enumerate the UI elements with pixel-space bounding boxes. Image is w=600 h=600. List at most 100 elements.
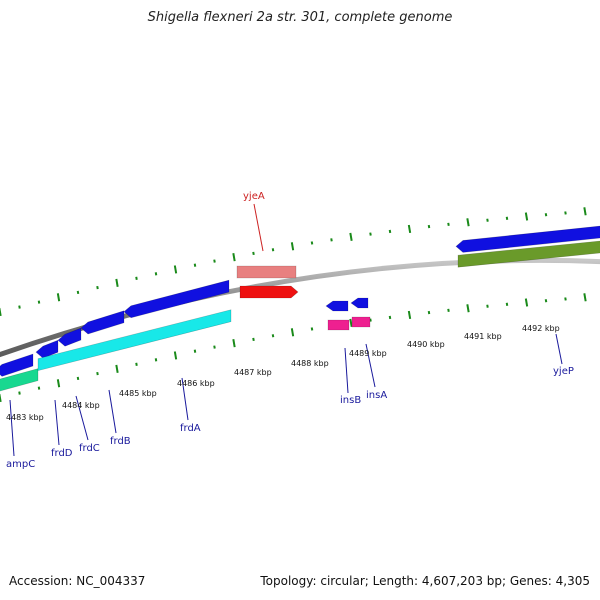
scale-label: 4492 kbp xyxy=(522,324,560,333)
inner-tick xyxy=(37,386,41,390)
label-leaders xyxy=(9,203,563,457)
gene-label-frdA: frdA xyxy=(180,423,201,434)
outer-tick xyxy=(76,290,80,295)
inner-tick xyxy=(232,339,236,348)
scale-label: 4486 kbp xyxy=(177,379,215,388)
genome-backbone xyxy=(0,257,600,358)
inner-tick xyxy=(310,327,314,331)
genome-summary: Topology: circular; Length: 4,607,203 bp… xyxy=(260,574,590,588)
leader-line xyxy=(108,389,117,434)
inner-tick xyxy=(466,304,470,313)
outer-tick xyxy=(115,278,119,288)
gene-label-insA: insA xyxy=(366,390,387,401)
inner-tick xyxy=(18,391,21,395)
inner-tick xyxy=(388,315,392,320)
cds-arrow xyxy=(57,327,82,347)
scale-label: 4484 kbp xyxy=(62,401,100,410)
inner-tick xyxy=(564,297,567,301)
inner-tick xyxy=(135,362,138,366)
inner-tick xyxy=(56,379,61,388)
cds-arrow xyxy=(123,279,230,319)
inner-tick xyxy=(505,302,509,306)
inner-tick xyxy=(290,328,295,337)
leader-line xyxy=(9,399,15,457)
outer-tick xyxy=(505,216,509,220)
cds-arrow xyxy=(325,300,349,312)
leader-line xyxy=(365,343,376,388)
outer-tick xyxy=(154,272,158,276)
gene-label-ampC: ampC xyxy=(6,459,35,470)
outer-tick xyxy=(310,241,314,245)
outer-tick xyxy=(37,300,41,304)
outer-tick xyxy=(173,265,178,274)
gene-label-insB: insB xyxy=(340,395,361,406)
cds-arrow xyxy=(350,297,369,309)
outer-tick xyxy=(583,207,587,216)
inner-tick xyxy=(76,376,80,381)
inner-tick xyxy=(271,334,275,338)
ins-bar xyxy=(351,316,371,328)
leader-line xyxy=(181,377,189,421)
gene-labels: ampC frdD frdC frdB frdA insB insA yjeP yjeA xyxy=(6,191,574,470)
outer-tick xyxy=(18,305,21,309)
outer-tick xyxy=(427,224,431,229)
inner-tick xyxy=(193,349,197,353)
leader-line xyxy=(75,395,89,441)
inner-tick xyxy=(213,345,216,349)
cds-arrow xyxy=(0,353,34,377)
inner-tick xyxy=(154,358,158,362)
inner-tick xyxy=(486,304,489,308)
gene-label-frdB: frdB xyxy=(110,436,131,447)
scale-label: 4485 kbp xyxy=(119,389,157,398)
outer-tick xyxy=(388,229,392,234)
scale-label: 4487 kbp xyxy=(234,368,272,377)
outer-tick xyxy=(232,253,236,262)
outer-tick xyxy=(96,285,99,290)
cds-bar xyxy=(37,309,232,372)
inner-tick xyxy=(115,364,119,374)
outer-tick xyxy=(466,218,470,227)
cds-arrow xyxy=(455,225,600,253)
outer-tick xyxy=(330,238,333,242)
inner-tick xyxy=(583,293,587,302)
rna-arrow xyxy=(239,285,299,299)
outer-tick xyxy=(56,293,61,302)
inner-tick xyxy=(524,298,529,307)
inner-tick xyxy=(252,337,255,342)
scale-label: 4491 kbp xyxy=(464,332,502,341)
map-title: Shigella flexneri 2a str. 301, complete … xyxy=(147,10,453,25)
inner-tick xyxy=(173,351,178,360)
outer-tick xyxy=(369,232,372,236)
outer-tick xyxy=(0,307,2,317)
outer-tick xyxy=(135,276,138,280)
outer-tick xyxy=(564,211,567,215)
scale-label: 4490 kbp xyxy=(407,340,445,349)
outer-tick xyxy=(193,263,197,267)
outer-tick xyxy=(290,242,295,251)
leader-line xyxy=(344,347,349,394)
scale-labels: 4483 kbp 4484 kbp 4485 kbp 4486 kbp 4487 kbp… xyxy=(6,324,560,422)
cds-bar xyxy=(457,240,600,268)
outer-tick xyxy=(544,213,548,217)
outer-tick xyxy=(213,259,216,263)
leader-line xyxy=(54,399,60,446)
inner-tick xyxy=(544,299,548,303)
outer-tick xyxy=(271,248,275,252)
outer-tick-track xyxy=(0,207,587,317)
inner-tick xyxy=(407,310,412,320)
outer-tick xyxy=(349,232,353,242)
inner-tick xyxy=(427,310,431,315)
outer-tick xyxy=(486,218,489,222)
rna-bar xyxy=(236,265,297,279)
outer-tick xyxy=(524,212,529,221)
accession-label: Accession: NC_004337 xyxy=(9,574,146,588)
scale-label: 4483 kbp xyxy=(6,413,44,422)
inner-tick xyxy=(447,308,450,312)
gene-label-yjeP: yjeP xyxy=(553,366,574,377)
gene-label-frdC: frdC xyxy=(79,443,100,454)
cds-arrow xyxy=(35,339,59,359)
outer-tick xyxy=(407,224,412,234)
inner-tick xyxy=(349,318,353,328)
cds-bar xyxy=(0,368,39,392)
